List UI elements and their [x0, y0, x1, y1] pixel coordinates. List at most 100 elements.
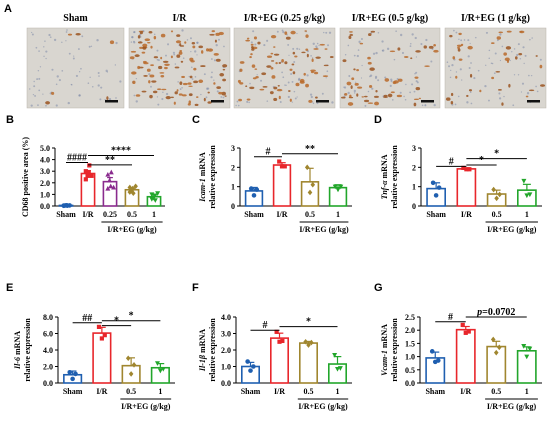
y-tick-label: 4.0 — [221, 313, 231, 322]
nucleus-dot — [105, 69, 108, 73]
nucleus-dot — [38, 77, 41, 80]
y-axis-label: Vcam-1 mRNA — [380, 324, 389, 376]
data-point — [125, 355, 131, 362]
nucleus-dot — [179, 88, 182, 90]
nucleus-dot — [466, 101, 469, 104]
stain-spot — [149, 74, 155, 78]
nucleus-dot — [473, 76, 476, 80]
stain-spot — [313, 48, 319, 50]
nucleus-dot — [194, 50, 197, 53]
stain-spot — [266, 55, 273, 58]
data-point — [491, 186, 496, 193]
stain-spot — [540, 84, 546, 87]
data-point — [307, 189, 313, 196]
nucleus-dot — [282, 30, 285, 34]
nucleus-dot — [181, 29, 184, 32]
nucleus-dot — [30, 104, 33, 107]
y-tick-label: 1 — [231, 183, 235, 192]
data-point — [309, 339, 314, 346]
nucleus-dot — [474, 36, 477, 39]
stain-spot — [383, 96, 388, 98]
nucleus-dot — [133, 94, 136, 97]
stain-spot — [184, 41, 187, 44]
nucleus-dot — [386, 47, 390, 51]
nucleus-dot — [43, 55, 45, 58]
stain-spot — [364, 99, 370, 103]
nucleus-dot — [55, 83, 58, 86]
stain-spot — [139, 46, 144, 49]
data-point — [335, 366, 340, 372]
data-point — [85, 173, 90, 178]
stain-spot — [287, 90, 291, 92]
data-point — [436, 185, 442, 190]
stain-spot — [150, 64, 154, 67]
nucleus-dot — [477, 69, 480, 72]
stain-spot — [363, 95, 368, 98]
stain-spot — [491, 76, 495, 80]
significance-text: * — [494, 149, 499, 160]
nucleus-dot — [530, 74, 533, 77]
stain-spot — [239, 82, 244, 85]
nucleus-dot — [196, 41, 199, 44]
stain-spot — [137, 35, 141, 39]
nucleus-dot — [293, 60, 296, 63]
stain-spot — [496, 36, 502, 40]
y-tick-label: 3 — [412, 144, 416, 153]
stain-spot — [529, 89, 535, 92]
stain-spot — [456, 44, 462, 47]
stain-spot — [347, 102, 354, 106]
nucleus-dot — [291, 101, 294, 103]
nucleus-dot — [97, 84, 100, 87]
data-point — [335, 187, 341, 193]
nucleus-dot — [424, 104, 426, 106]
nucleus-dot — [65, 31, 68, 33]
stain-spot — [141, 51, 146, 54]
nucleus-dot — [61, 69, 64, 72]
nucleus-dot — [157, 59, 160, 62]
nucleus-dot — [237, 104, 240, 107]
stain-spot — [519, 30, 525, 34]
nucleus-dot — [156, 49, 159, 52]
data-point — [67, 203, 72, 208]
stain-spot — [357, 86, 363, 89]
nucleus-dot — [61, 41, 63, 44]
stain-spot — [277, 84, 280, 87]
micrograph-title: I/R — [173, 13, 188, 24]
nucleus-dot — [526, 92, 530, 95]
nucleus-dot — [288, 54, 290, 56]
nucleus-dot — [470, 62, 472, 64]
data-point — [160, 366, 166, 372]
stain-spot — [468, 89, 472, 92]
scale-bar — [527, 100, 540, 103]
stain-spot — [45, 101, 50, 105]
nucleus-dot — [399, 91, 402, 94]
nucleus-dot — [454, 103, 457, 106]
significance-text: * — [114, 316, 119, 327]
stain-spot — [387, 93, 393, 98]
stain-spot — [214, 39, 217, 43]
stain-spot — [164, 63, 170, 67]
nucleus-dot — [524, 54, 527, 57]
y-tick-label: 4.0 — [40, 156, 50, 165]
panel-label: G — [374, 282, 383, 294]
nucleus-dot — [449, 76, 452, 79]
nucleus-dot — [458, 38, 460, 41]
nucleus-dot — [203, 73, 206, 76]
stain-spot — [319, 43, 325, 46]
stain-spot — [356, 68, 359, 72]
stain-spot — [450, 92, 454, 97]
bar — [516, 189, 537, 207]
stain-spot — [137, 41, 143, 44]
stain-spot — [305, 48, 309, 51]
nucleus-dot — [78, 71, 81, 73]
data-point — [108, 169, 114, 175]
stain-spot — [390, 91, 395, 94]
nucleus-dot — [326, 70, 329, 73]
x-tick-label: I/R — [96, 387, 107, 396]
stain-spot — [397, 78, 403, 82]
stain-spot — [303, 72, 306, 76]
y-tick-label: 2 — [231, 163, 235, 172]
nucleus-dot — [410, 43, 412, 45]
y-tick-label: 3.0 — [40, 167, 50, 176]
